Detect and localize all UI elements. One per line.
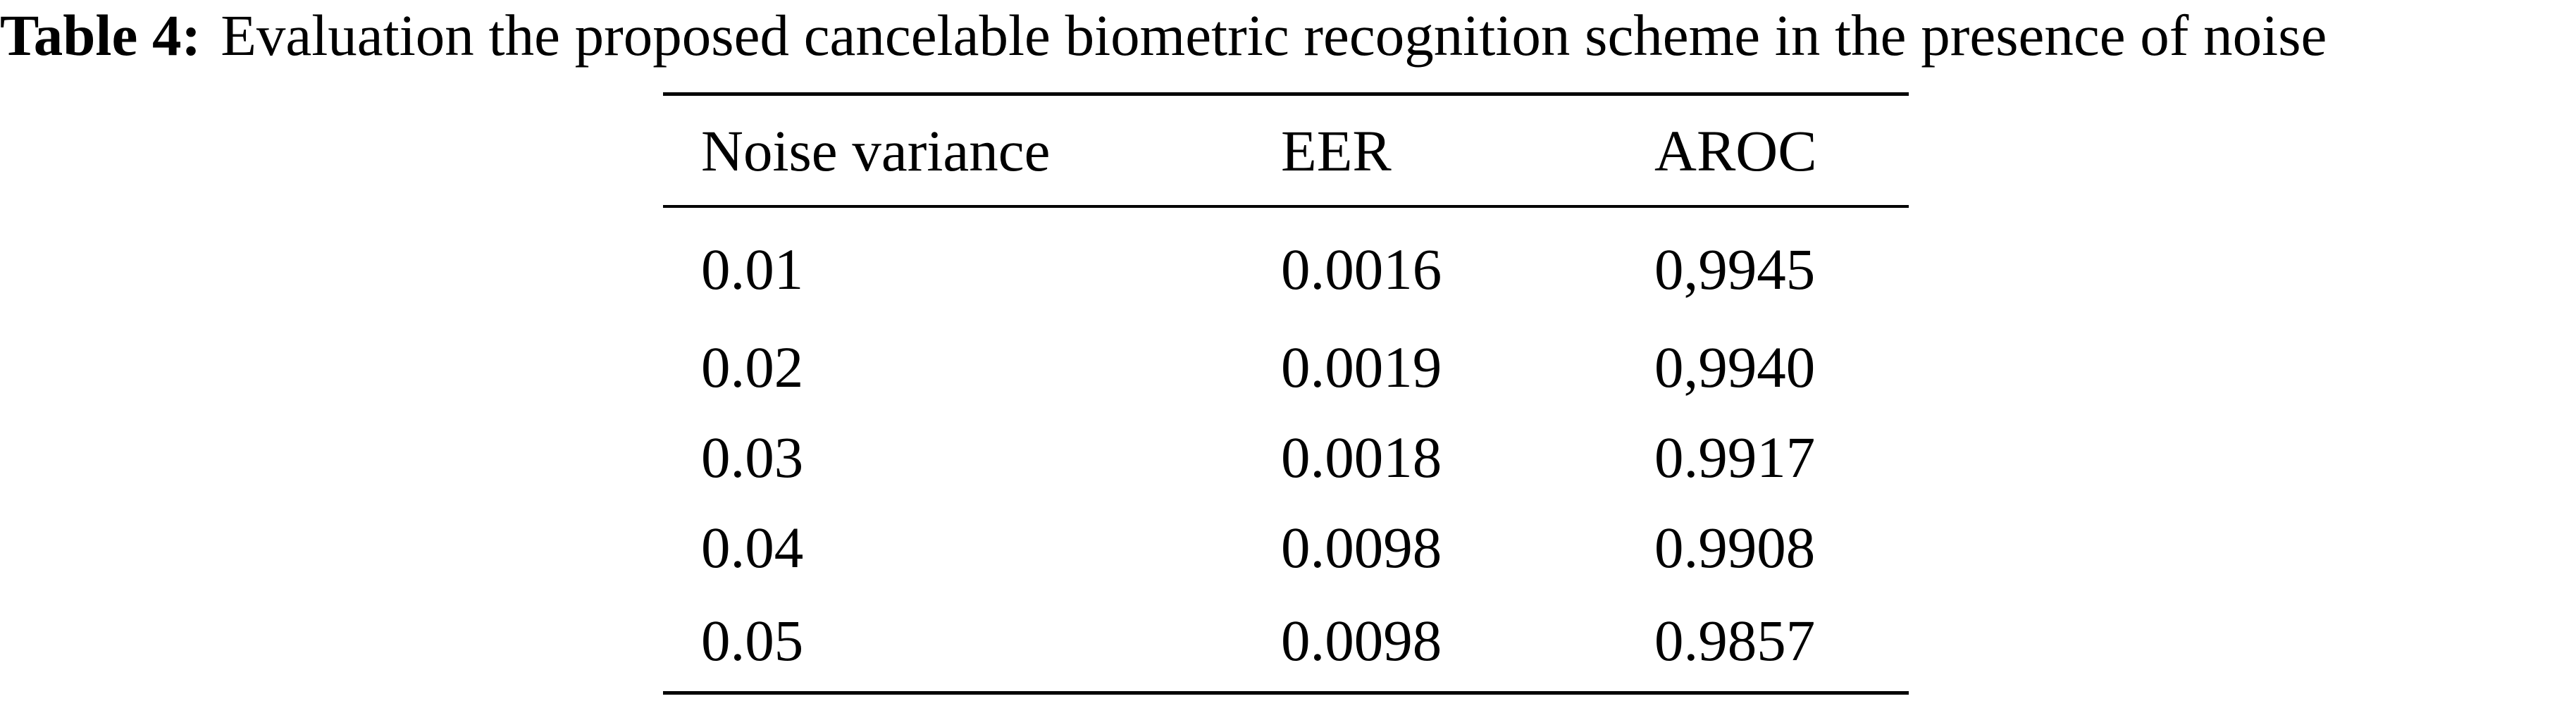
cell-aroc: 0.9908	[1654, 515, 1816, 580]
table-header: Noise variance EER AROC	[663, 94, 1909, 206]
header-aroc: AROC	[1654, 118, 1817, 183]
results-table: Noise variance EER AROC 0.01 0.0016 0,99…	[663, 92, 1909, 695]
header-row: Noise variance EER AROC	[663, 94, 1909, 206]
cell-eer: 0.0018	[1281, 425, 1442, 490]
cell-aroc: 0.9857	[1654, 607, 1816, 673]
table-row: 0.02 0.0019 0,9940	[663, 322, 1909, 412]
caption-text: Evaluation the proposed cancelable biome…	[221, 3, 2327, 68]
cell-noise-variance: 0.05	[701, 607, 804, 673]
header-noise-variance: Noise variance	[701, 118, 1051, 183]
table-row: 0.05 0.0098 0.9857	[663, 593, 1909, 693]
cell-noise-variance: 0.04	[701, 515, 804, 580]
cell-noise-variance: 0.02	[701, 335, 804, 399]
cell-aroc: 0,9945	[1654, 237, 1816, 302]
table-caption: Table 4: Evaluation the proposed cancelab…	[0, 0, 2576, 70]
table-row: 0.04 0.0098 0.9908	[663, 502, 1909, 593]
cell-eer: 0.0098	[1281, 607, 1442, 673]
cell-eer: 0.0019	[1281, 335, 1442, 399]
table-row: 0.03 0.0018 0.9917	[663, 412, 1909, 502]
caption-label: Table 4:	[0, 3, 202, 68]
header-eer: EER	[1281, 118, 1392, 183]
cell-aroc: 0.9917	[1654, 425, 1816, 490]
cell-eer: 0.0098	[1281, 515, 1442, 580]
cell-noise-variance: 0.03	[701, 425, 804, 490]
cell-eer: 0.0016	[1281, 237, 1442, 302]
cell-aroc: 0,9940	[1654, 335, 1816, 399]
results-table-container: Noise variance EER AROC 0.01 0.0016 0,99…	[663, 92, 1909, 695]
cell-noise-variance: 0.01	[701, 237, 804, 302]
table-row: 0.01 0.0016 0,9945	[663, 206, 1909, 322]
table-body: 0.01 0.0016 0,9945 0.02 0.0019 0,9940 0.…	[663, 206, 1909, 693]
